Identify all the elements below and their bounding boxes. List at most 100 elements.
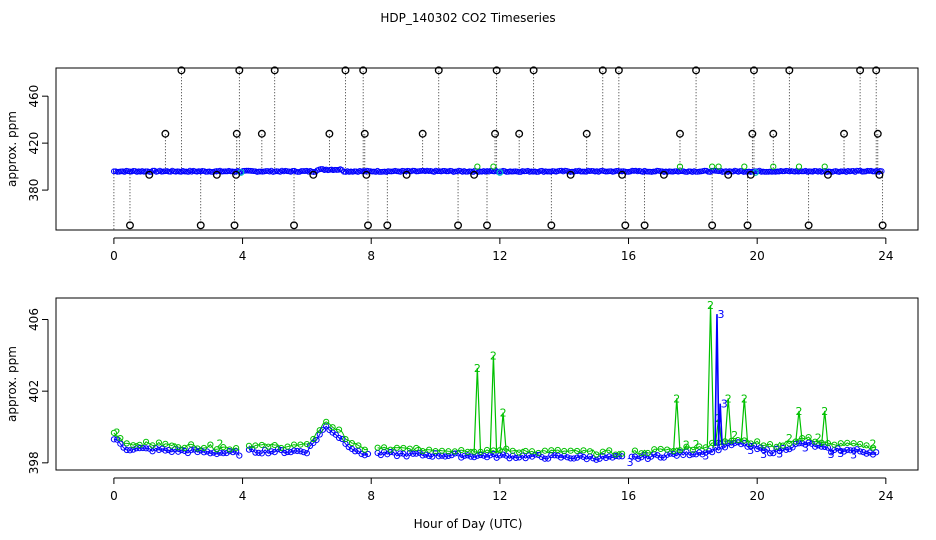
flagged-point: [676, 163, 684, 170]
baseline-point: [333, 167, 340, 173]
series3-point: [635, 455, 642, 462]
baseline-point: [668, 168, 675, 175]
series2-point: [805, 433, 812, 441]
series2-point: [226, 446, 233, 453]
series3-point: [316, 431, 323, 438]
baseline-point: [606, 168, 613, 175]
series3-point: [403, 453, 410, 460]
series3-point: [429, 453, 436, 460]
series2-point: [162, 440, 169, 447]
series3-point: [628, 453, 635, 460]
series3-point: [564, 454, 571, 461]
y-axis-label: approx. ppm: [5, 111, 19, 187]
series2-point: [258, 441, 265, 449]
series3-point: [573, 454, 581, 461]
series2-marker: 2: [731, 429, 738, 442]
series3-point: [483, 454, 491, 461]
series3-point: [618, 453, 626, 460]
baseline-point: [737, 168, 744, 174]
spike-point: [470, 170, 479, 179]
spike-point: [804, 221, 813, 230]
series2-marker: 2: [815, 432, 822, 445]
series2-point: [657, 445, 664, 453]
spike-point: [230, 221, 239, 230]
baseline-point: [556, 167, 563, 174]
series3-point: [641, 451, 648, 458]
series2-point: [419, 447, 426, 455]
series2-point: [786, 440, 793, 447]
baseline-point: [181, 168, 188, 175]
series2-point: [265, 443, 272, 450]
series3-marker: 3: [627, 456, 634, 469]
series3-point: [216, 449, 224, 456]
series3-point: [689, 451, 696, 458]
y-tick-label: 380: [27, 179, 41, 202]
series2-marker: 2: [795, 405, 802, 418]
x-tick-label: 0: [110, 249, 118, 263]
series2-point: [580, 447, 587, 454]
series2-marker: 2: [683, 439, 690, 452]
series3-point: [721, 444, 729, 451]
spike-point: [746, 170, 755, 179]
baseline-point: [317, 166, 324, 172]
series2-point: [773, 443, 780, 450]
series3-point: [766, 450, 774, 457]
spike-point: [325, 129, 334, 138]
x-tick-label: 4: [239, 489, 247, 503]
series2-spike: [473, 367, 482, 453]
x-tick-label: 20: [750, 249, 765, 263]
baseline-point: [799, 168, 805, 175]
plot-frame: [55, 297, 919, 471]
series3-point: [602, 454, 610, 461]
baseline-point: [645, 168, 652, 175]
series3-point: [844, 446, 851, 453]
series2-point: [599, 448, 606, 455]
series3-point: [110, 436, 117, 443]
baseline-point: [763, 168, 770, 175]
series3-point: [857, 448, 864, 455]
series3-marker: 3: [702, 449, 709, 462]
baseline-point: [848, 168, 855, 174]
series2-point: [831, 441, 838, 448]
series3-point: [397, 450, 404, 457]
series2-point: [734, 436, 741, 444]
spike-point: [383, 221, 392, 230]
series3-point: [448, 452, 455, 459]
series2-point: [528, 448, 536, 455]
baseline-point: [761, 168, 768, 175]
series2-point: [142, 438, 150, 445]
series3-point: [741, 440, 748, 447]
spike-point: [309, 170, 318, 179]
series2-point: [850, 440, 857, 447]
baseline-point: [298, 168, 305, 174]
flagged-point: [821, 163, 828, 170]
series3-point: [545, 455, 552, 462]
series2-point: [149, 442, 156, 449]
spike-point: [856, 66, 865, 75]
spike-point: [418, 129, 427, 138]
series3-point: [551, 452, 558, 459]
x-tick-label: 20: [750, 489, 765, 503]
series3-point: [300, 449, 307, 456]
series3-point: [319, 426, 327, 433]
spike-point: [566, 170, 575, 179]
series2-point: [303, 440, 310, 448]
series3-point: [873, 449, 880, 456]
series3-point: [323, 423, 330, 430]
series3-spike: [714, 314, 720, 446]
series2-point: [689, 446, 696, 453]
baseline-point: [110, 168, 117, 175]
series3-point: [268, 448, 275, 455]
series3-point: [358, 450, 365, 458]
series3-point: [352, 448, 359, 455]
series2-point: [432, 448, 439, 455]
series3-point: [499, 451, 507, 458]
series2-point: [760, 442, 767, 449]
flagged-point: [474, 163, 481, 170]
spike-point: [492, 66, 501, 75]
series3-point: [435, 453, 442, 460]
spike-point: [360, 129, 369, 138]
series3-point: [863, 450, 870, 457]
series2-marker: 2: [490, 349, 497, 362]
